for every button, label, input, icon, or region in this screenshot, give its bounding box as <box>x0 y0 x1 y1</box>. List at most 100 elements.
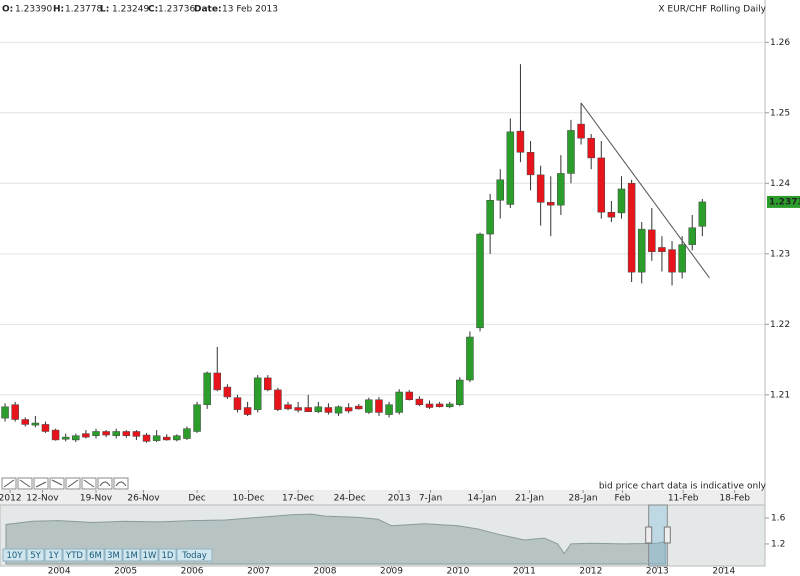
candle-body <box>466 336 474 381</box>
range-button-bg[interactable] <box>122 548 141 562</box>
y-tick-label: 1.25 <box>770 108 790 118</box>
range-button-label[interactable]: Today <box>181 551 207 561</box>
candle-body <box>405 391 414 401</box>
candle-body <box>365 399 373 413</box>
ohlc-value: 13 Feb 2013 <box>222 5 278 15</box>
range-button-bg[interactable] <box>2 548 27 562</box>
candle-body <box>415 398 424 405</box>
last-price-box <box>767 195 800 208</box>
candle-body <box>617 188 626 214</box>
x-tick-label: 19-Nov <box>80 494 113 504</box>
candle-body <box>425 403 434 408</box>
navigator-x-tick-label: 2009 <box>380 567 403 576</box>
range-button[interactable]: 10Y <box>2 548 27 562</box>
candle-body <box>142 434 151 442</box>
candle-body <box>213 372 222 391</box>
range-button[interactable]: 6M <box>86 548 105 562</box>
candle-body <box>516 130 525 153</box>
candle-body <box>102 431 110 436</box>
range-button-label[interactable]: 5Y <box>30 551 41 561</box>
candle-body <box>577 123 585 139</box>
ohlc-label: Date: <box>194 5 222 15</box>
range-button[interactable]: 3M <box>104 548 123 562</box>
candle-body <box>132 431 141 437</box>
x-tick-label: 21-Jan <box>515 494 544 504</box>
x-tick-label: 11-Feb <box>668 494 699 504</box>
candle-body <box>547 202 555 206</box>
range-button-bg[interactable] <box>140 548 159 562</box>
navigator-handle[interactable] <box>663 526 671 544</box>
drawing-tools[interactable] <box>1 477 129 490</box>
y-tick-label: 1.22 <box>770 320 790 330</box>
candle-body <box>203 372 211 405</box>
range-button-label[interactable]: 3M <box>107 551 120 561</box>
ohlc-value: 1.23390 <box>15 5 52 15</box>
candle-body <box>688 227 696 245</box>
navigator-x-tick-label: 2007 <box>247 567 270 576</box>
candle-body <box>162 436 171 441</box>
candle-body <box>658 247 666 252</box>
candle-body <box>284 404 292 410</box>
range-button-bg[interactable] <box>86 548 105 562</box>
candle-body <box>11 404 19 420</box>
range-button-label[interactable]: 1M <box>125 551 138 561</box>
range-button-bg[interactable] <box>44 548 63 562</box>
ohlc-value: 1.23249 <box>112 5 149 15</box>
candle-body <box>193 404 201 432</box>
candle-body <box>395 391 403 413</box>
range-button-label[interactable]: 1Y <box>48 551 59 561</box>
range-button-bg[interactable] <box>176 548 213 562</box>
last-price-label: 1.23736 <box>769 197 800 207</box>
candle-body <box>92 431 100 436</box>
y-tick-label: 1.24 <box>770 179 790 189</box>
candle-body <box>385 404 393 415</box>
range-button[interactable]: 1W <box>140 548 159 562</box>
candle-body <box>597 157 606 213</box>
candle-body <box>61 436 70 440</box>
range-button[interactable]: YTD <box>62 548 87 562</box>
trendline <box>580 102 710 279</box>
y-tick-label: 1.21 <box>770 390 790 400</box>
candle-body <box>72 435 80 441</box>
range-button-bg[interactable] <box>62 548 87 562</box>
x-tick-label: 14-Jan <box>468 494 497 504</box>
range-button-label[interactable]: 6M <box>89 551 102 561</box>
candle-body <box>304 407 312 412</box>
chart-title: X EUR/CHF Rolling Daily <box>658 5 766 15</box>
navigator-x-tick-label: 2014 <box>712 567 735 576</box>
candle-body <box>324 407 333 413</box>
candle-body <box>334 406 343 414</box>
range-button[interactable]: 1M <box>122 548 141 562</box>
range-button[interactable]: 5Y <box>26 548 45 562</box>
candle-body <box>476 233 484 329</box>
note: bid price chart data is indicative only <box>599 482 767 492</box>
navigator-handle[interactable] <box>645 526 653 544</box>
ohlc-label: H: <box>53 5 64 15</box>
range-button-label[interactable]: YTD <box>65 551 83 561</box>
candle-body <box>698 201 707 227</box>
candle-body <box>456 379 464 405</box>
navigator-x-tick-label: 2013 <box>646 567 669 576</box>
candle-body <box>21 419 30 425</box>
range-button[interactable]: 1Y <box>44 548 63 562</box>
y-tick-label: 1.23 <box>770 249 790 259</box>
range-button-label[interactable]: 1W <box>143 551 157 561</box>
candle-body <box>486 199 494 235</box>
range-button[interactable]: Today <box>176 548 213 562</box>
candle-body <box>526 152 535 176</box>
navigator-y-tick-label: 1.6 <box>771 514 786 524</box>
range-button-label[interactable]: 1D <box>162 551 174 561</box>
candle-body <box>264 377 272 391</box>
candle-body <box>233 397 242 410</box>
range-button-bg[interactable] <box>158 548 177 562</box>
candle-body <box>243 407 252 415</box>
range-button-label[interactable]: 10Y <box>6 551 23 561</box>
candle-body <box>31 422 40 426</box>
x-tick-label: 18-Feb <box>719 494 750 504</box>
range-button[interactable]: 1D <box>158 548 177 562</box>
range-button-bg[interactable] <box>104 548 123 562</box>
candle-body <box>496 179 504 201</box>
range-button-bg[interactable] <box>26 548 45 562</box>
